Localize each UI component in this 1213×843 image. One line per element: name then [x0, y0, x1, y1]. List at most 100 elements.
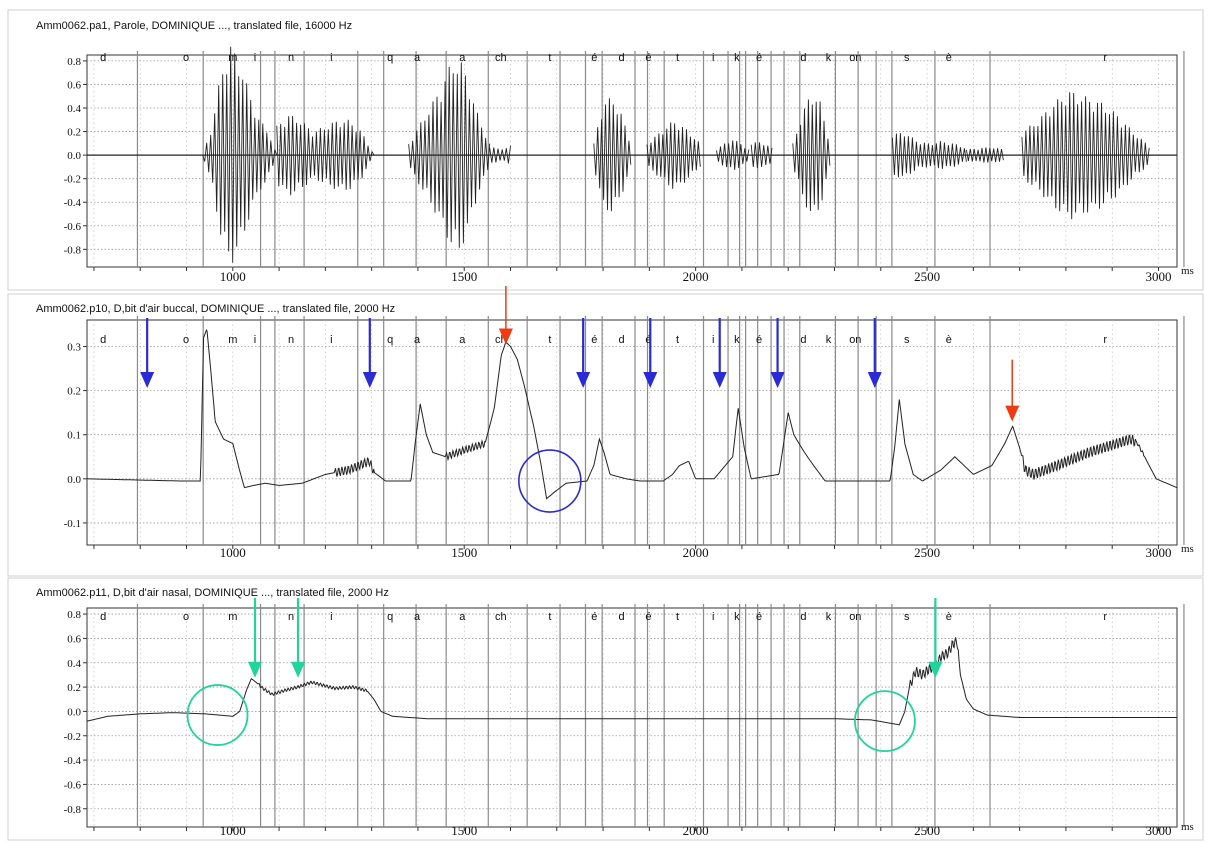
phoneme-label: r [1103, 52, 1107, 64]
phoneme-label: d [800, 611, 806, 623]
speech-burst [489, 145, 511, 164]
phoneme-label: o [183, 611, 189, 623]
phoneme-label: a [414, 334, 421, 346]
x-unit-label: ms [1181, 265, 1194, 277]
y-tick-label: -0.2 [64, 731, 81, 743]
speech-burst [716, 140, 750, 170]
y-tick-label: 0.1 [67, 430, 81, 442]
phoneme-label: t [548, 52, 551, 64]
phoneme-label: t [676, 611, 679, 623]
phoneme-label: on [849, 52, 861, 64]
phoneme-label: s [904, 52, 910, 64]
speech-waveform-panel: Amm0062.pa1, Parole, DOMINIQUE ..., tran… [7, 9, 1204, 291]
phoneme-label: on [849, 611, 861, 623]
phoneme-label: k [734, 611, 740, 623]
blue-arrow-icon [770, 318, 785, 388]
phoneme-label: d [100, 334, 106, 346]
phoneme-label: d [619, 52, 625, 64]
phoneme-label: a [414, 52, 421, 64]
phoneme-label: t [548, 611, 551, 623]
phoneme-label: ch [495, 611, 507, 623]
arrow-head [1005, 405, 1020, 422]
teal-arrow-icon [928, 598, 943, 678]
phoneme-label: k [734, 52, 740, 64]
airflow-trace [86, 637, 1177, 726]
plot-area [86, 54, 1178, 268]
speech-burst [408, 62, 491, 248]
phoneme-label: è [946, 334, 952, 346]
phoneme-label: m [228, 611, 237, 623]
phoneme-label: m [228, 52, 237, 64]
arrow-head [770, 372, 785, 388]
red-arrow-icon [498, 286, 513, 345]
panel-frame [7, 293, 1204, 577]
speech-burst [891, 133, 967, 178]
y-tick-label: -0.6 [64, 221, 82, 233]
phoneme-label: d [619, 334, 625, 346]
x-tick-label: 2000 [683, 545, 709, 560]
oral-airflow-panel: Amm0062.p10, D,bit d'air buccal, DOMINIQ… [7, 286, 1204, 577]
blue-arrow-icon [576, 318, 591, 388]
phoneme-label: é [591, 52, 597, 64]
phoneme-label: é [756, 334, 762, 346]
phoneme-label: i [330, 611, 332, 623]
arrow-head [140, 372, 155, 388]
y-tick-label: -0.4 [64, 755, 82, 767]
arrow-head [712, 372, 727, 388]
phoneme-label: i [254, 334, 256, 346]
arrow-head [248, 661, 263, 678]
x-unit-label: ms [1181, 821, 1194, 833]
arrow-head [928, 661, 943, 678]
x-tick-label: 3000 [1145, 823, 1171, 838]
phoneme-label: t [676, 52, 679, 64]
x-tick-label: 1000 [220, 823, 246, 838]
phoneme-label: q [387, 611, 393, 623]
panel-frame [7, 577, 1204, 841]
x-tick-label: 2500 [914, 269, 940, 284]
y-tick-label: 0.2 [67, 682, 81, 694]
blue-arrow-icon [867, 318, 882, 388]
y-tick-label: 0.0 [67, 706, 81, 718]
phoneme-label: o [183, 334, 189, 346]
panel-frame [7, 9, 1204, 291]
phoneme-label: o [183, 52, 189, 64]
x-tick-label: 1500 [451, 269, 477, 284]
phoneme-label: q [387, 334, 393, 346]
arrow-head [867, 372, 882, 388]
y-tick-label: 0.8 [67, 56, 81, 68]
y-tick-label: 0.4 [67, 103, 81, 115]
panel-title: Amm0062.p11, D,bit d'air nasal, DOMINIQU… [36, 587, 389, 599]
teal-circle-annotation [186, 684, 249, 746]
speech-burst [1021, 92, 1150, 220]
teal-circle-annotation [854, 690, 916, 753]
phoneme-label: k [734, 334, 740, 346]
phoneme-label: on [849, 334, 861, 346]
phoneme-label: i [712, 334, 714, 346]
phoneme-label: a [414, 611, 421, 623]
x-tick-label: 1000 [220, 545, 246, 560]
y-tick-label: 0.2 [67, 386, 81, 398]
teal-arrow-icon [291, 598, 306, 678]
phoneme-label: k [826, 52, 832, 64]
y-tick-label: 0.0 [67, 474, 81, 486]
x-tick-label: 1000 [220, 269, 246, 284]
phoneme-label: a [459, 611, 466, 623]
y-tick-label: 0.2 [67, 127, 81, 139]
phoneme-label: k [826, 334, 832, 346]
phoneme-label: m [228, 334, 237, 346]
y-tick-label: -0.6 [64, 779, 82, 791]
arrow-head [291, 661, 306, 678]
arrow-head [498, 328, 513, 345]
phoneme-label: a [459, 334, 466, 346]
y-tick-label: -0.1 [64, 518, 81, 530]
y-tick-label: 0.8 [67, 609, 81, 621]
arrow-head [362, 372, 377, 388]
phoneme-label: q [387, 52, 393, 64]
phoneme-label: è [946, 611, 952, 623]
x-tick-label: 1500 [451, 545, 477, 560]
phoneme-label: i [254, 52, 256, 64]
phoneme-label: s [904, 334, 910, 346]
phoneme-label: a [459, 52, 466, 64]
phoneme-label: n [288, 52, 294, 64]
